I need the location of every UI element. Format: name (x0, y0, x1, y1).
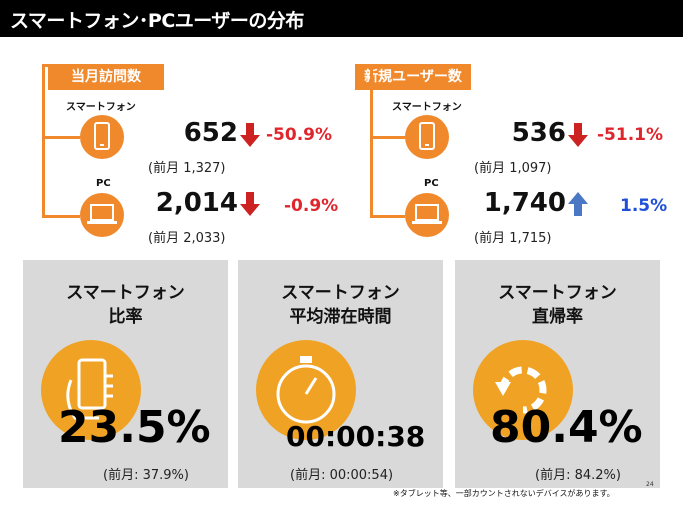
up-arrow-icon (568, 192, 588, 216)
panel-title: スマートフォン (498, 283, 617, 303)
pc-new-users-change: 1.5% (620, 196, 668, 216)
ratio-value: 23.5% (58, 402, 211, 453)
tree-line (42, 136, 80, 139)
sp-new-users-value: 536 (511, 118, 566, 148)
panel-title: スマートフォン (66, 283, 185, 303)
tree-line (42, 215, 80, 218)
pc-visits-change: -0.9% (284, 196, 339, 216)
pc-visits-prev: (前月 2,033) (148, 231, 226, 246)
smartphone-label: スマートフォン (66, 102, 136, 113)
tree-line (42, 64, 50, 67)
page-title: スマートフォン･PCユーザーの分布 (10, 10, 304, 32)
pc-new-users-prev: (前月 1,715) (474, 231, 552, 246)
tree-line (370, 64, 373, 218)
laptop-icon (405, 193, 449, 237)
pc-label: PC (96, 178, 111, 189)
down-arrow-icon (240, 123, 260, 147)
down-arrow-icon (568, 123, 588, 147)
sp-visits-value: 652 (183, 118, 238, 148)
pc-visits-value: 2,014 (155, 188, 238, 218)
bounce-value: 80.4% (490, 402, 643, 453)
tree-line (42, 64, 45, 218)
sp-new-users-prev: (前月 1,097) (474, 161, 552, 176)
bounce-prev: (前月: 84.2%) (535, 468, 621, 483)
smartphone-icon (80, 115, 124, 159)
sp-new-users-change: -51.1% (597, 125, 664, 145)
panel-smartphone-ratio: スマートフォン 比率 23.5% (前月: 37.9%) (23, 260, 228, 488)
hand-phone-icon (41, 340, 141, 440)
panel-bounce-rate: スマートフォン 直帰率 80.4% (前月: 84.2%) (455, 260, 660, 488)
new-users-tag: 新規ユーザー数 (355, 64, 471, 90)
laptop-icon (80, 193, 124, 237)
sp-visits-change: -50.9% (266, 125, 333, 145)
footnote: ※タブレット等、一部カウントされないデバイスがあります。 (393, 489, 615, 498)
panel-subtitle: 直帰率 (532, 307, 583, 327)
return-arrow-icon (473, 340, 573, 440)
smartphone-icon (405, 115, 449, 159)
pc-label: PC (424, 178, 439, 189)
page-number: 24 (646, 481, 654, 488)
smartphone-label: スマートフォン (392, 102, 462, 113)
panel-avg-duration: スマートフォン 平均滞在時間 00:00:38 (前月: 00:00:54) (238, 260, 443, 488)
down-arrow-icon (240, 192, 260, 216)
ratio-prev: (前月: 37.9%) (103, 468, 189, 483)
panel-title: スマートフォン (281, 283, 400, 303)
stopwatch-icon (256, 340, 356, 440)
panel-subtitle: 比率 (108, 307, 143, 327)
monthly-visits-tag: 当月訪問数 (48, 64, 164, 90)
duration-value: 00:00:38 (286, 420, 426, 453)
panel-subtitle: 平均滞在時間 (289, 307, 392, 327)
pc-new-users-value: 1,740 (483, 188, 566, 218)
tree-line (370, 136, 405, 139)
title-bar: スマートフォン･PCユーザーの分布 (0, 0, 683, 37)
sp-visits-prev: (前月 1,327) (148, 161, 226, 176)
duration-prev: (前月: 00:00:54) (290, 468, 394, 483)
tree-line (370, 215, 405, 218)
